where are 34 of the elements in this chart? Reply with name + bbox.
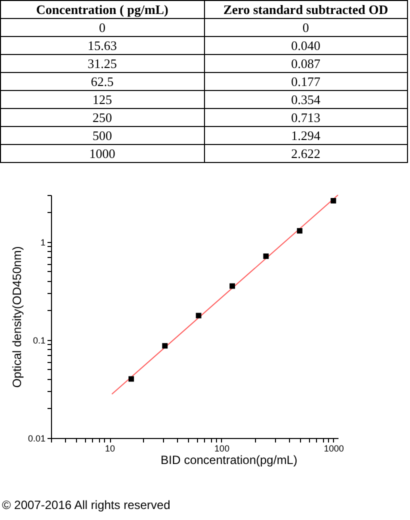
x-axis-title: BID concentration(pg/mL)	[160, 453, 298, 467]
y-axis-title: Optical density(OD450nm)	[10, 246, 24, 388]
x-tick-label: 1000	[324, 444, 344, 454]
point	[128, 376, 134, 382]
text: © 2007-2016 All rights reserved	[2, 498, 170, 512]
text: Zero standard subtracted OD	[204, 0, 408, 18]
point	[263, 253, 269, 259]
text: 0	[0, 18, 204, 36]
text: 1000	[0, 144, 204, 162]
point	[162, 343, 168, 349]
text: 0.040	[204, 36, 408, 54]
text: 0	[204, 18, 408, 36]
y-tick-label: 0.01	[28, 434, 46, 444]
text: 62.5	[0, 72, 204, 90]
point	[296, 228, 302, 234]
text: 15.63	[0, 36, 204, 54]
text: 0.713	[204, 108, 408, 126]
text: 0.087	[204, 54, 408, 72]
y-tick-label: 1	[40, 237, 46, 248]
point	[330, 198, 336, 204]
point	[230, 283, 236, 289]
point	[196, 312, 202, 318]
text: 0.354	[204, 90, 408, 108]
text: 2.622	[204, 144, 408, 162]
text: Concentration ( pg/mL)	[0, 0, 204, 18]
text: 125	[0, 90, 204, 108]
x-tick-label: 100	[214, 444, 230, 454]
text: 31.25	[0, 54, 204, 72]
text: 0.177	[204, 72, 408, 90]
text: 500	[0, 126, 204, 144]
text: 1.294	[204, 126, 408, 144]
text: 250	[0, 108, 204, 126]
x-tick-label: 10	[105, 444, 116, 454]
y-tick-label: 0.1	[32, 335, 46, 346]
